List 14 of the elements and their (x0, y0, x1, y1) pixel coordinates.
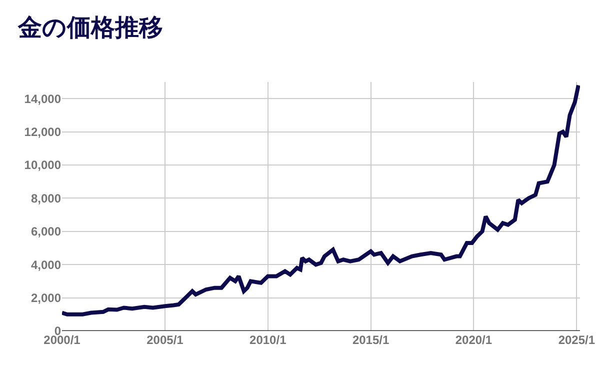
y-tick-label: 2,000 (30, 291, 62, 305)
y-tick-label: 14,000 (24, 92, 62, 106)
y-tick-label: 6,000 (30, 224, 62, 239)
x-tick-label: 2005/1 (146, 333, 184, 347)
y-tick-label: 4,000 (30, 258, 62, 272)
x-tick-label: 2020/1 (455, 333, 492, 347)
y-tick-label: 12,000 (24, 125, 62, 139)
y-tick-label: 8,000 (30, 191, 62, 206)
chart-title: 金の価格推移 (17, 13, 163, 42)
line-series (62, 83, 580, 316)
x-tick-label: 2010/1 (250, 333, 287, 347)
x-tick-label: 2015/1 (352, 333, 390, 347)
x-tick-label: 2025/1 (558, 333, 596, 347)
y-tick-label: 10,000 (24, 158, 62, 172)
